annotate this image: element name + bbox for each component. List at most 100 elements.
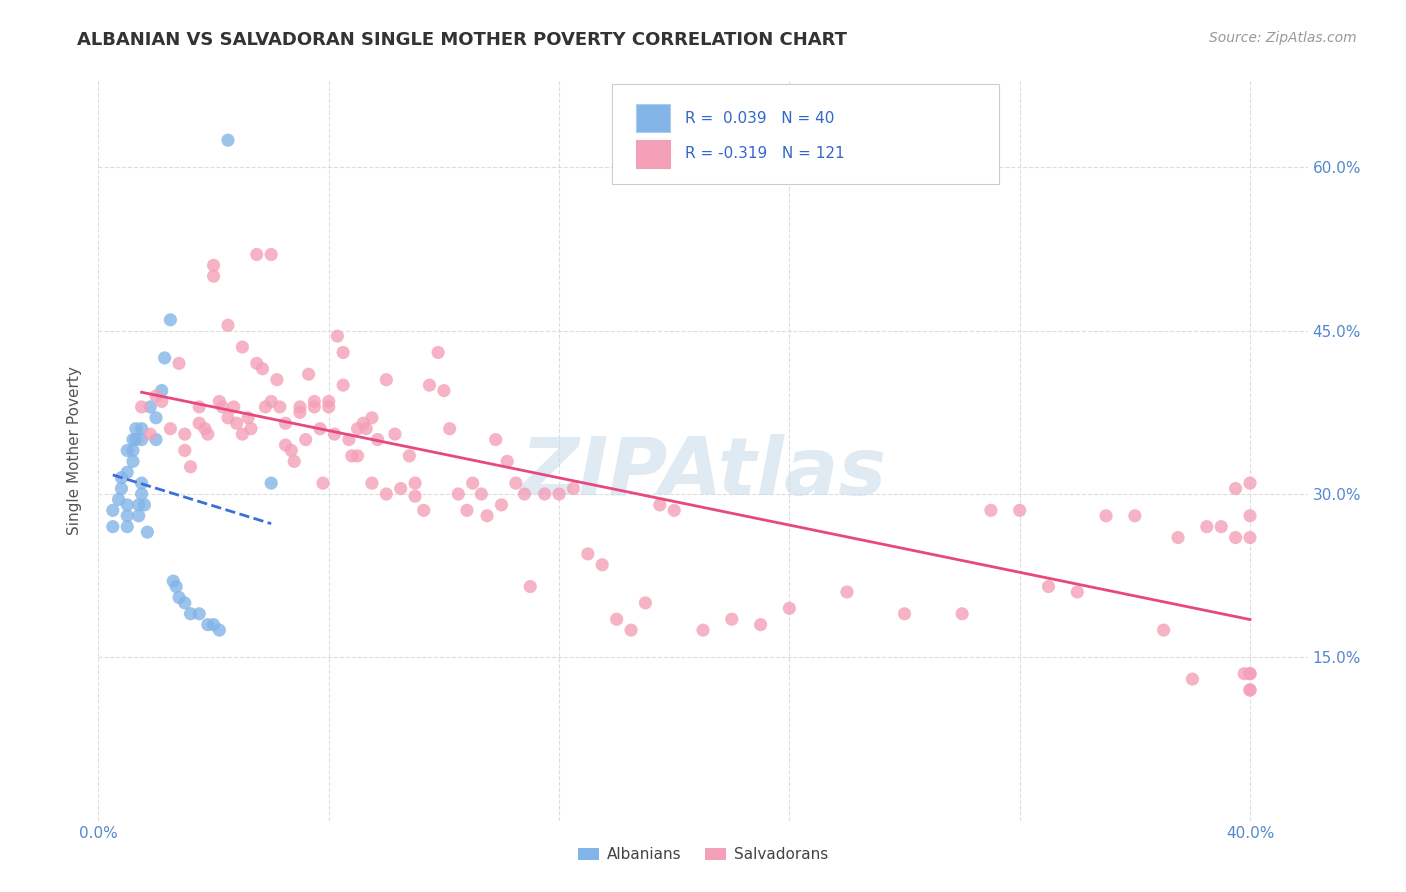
Text: Source: ZipAtlas.com: Source: ZipAtlas.com xyxy=(1209,31,1357,45)
Point xyxy=(180,607,202,621)
Point xyxy=(720,612,742,626)
Point xyxy=(361,410,384,425)
Point xyxy=(254,400,277,414)
Point xyxy=(240,422,263,436)
Point xyxy=(375,487,398,501)
Point xyxy=(398,449,420,463)
Point xyxy=(950,607,973,621)
Point xyxy=(159,422,181,436)
Text: R =  0.039   N = 40: R = 0.039 N = 40 xyxy=(685,111,834,126)
Point xyxy=(475,508,498,523)
Point xyxy=(354,422,377,436)
Point xyxy=(197,617,219,632)
Point xyxy=(125,433,148,447)
Point xyxy=(323,427,346,442)
Point xyxy=(1038,580,1060,594)
Point xyxy=(1008,503,1031,517)
Point xyxy=(173,427,195,442)
Point xyxy=(246,356,269,370)
Point xyxy=(1195,519,1218,533)
Point xyxy=(222,400,245,414)
Point xyxy=(280,443,302,458)
Point xyxy=(115,508,138,523)
Text: R = -0.319   N = 121: R = -0.319 N = 121 xyxy=(685,146,845,161)
Point xyxy=(266,373,288,387)
Point xyxy=(1095,508,1118,523)
Point xyxy=(412,503,434,517)
Point xyxy=(447,487,470,501)
Point xyxy=(274,438,297,452)
Point xyxy=(634,596,657,610)
Text: ALBANIAN VS SALVADORAN SINGLE MOTHER POVERTY CORRELATION CHART: ALBANIAN VS SALVADORAN SINGLE MOTHER POV… xyxy=(77,31,848,49)
Point xyxy=(664,503,686,517)
Point xyxy=(461,476,484,491)
Point xyxy=(533,487,555,501)
Point xyxy=(115,465,138,479)
Point xyxy=(180,459,202,474)
Point xyxy=(274,416,297,430)
Point xyxy=(576,547,599,561)
Point xyxy=(260,394,283,409)
Point xyxy=(1181,672,1204,686)
Point xyxy=(115,443,138,458)
Point xyxy=(1239,476,1261,491)
Point xyxy=(188,416,211,430)
Point xyxy=(145,389,167,403)
Point xyxy=(1239,508,1261,523)
Point xyxy=(340,449,363,463)
Point xyxy=(145,433,167,447)
Point xyxy=(1239,683,1261,698)
Point xyxy=(1066,585,1088,599)
Point xyxy=(128,498,150,512)
Point xyxy=(101,519,124,533)
Point xyxy=(835,585,858,599)
Point xyxy=(173,443,195,458)
Point xyxy=(485,433,508,447)
Point xyxy=(1211,519,1233,533)
Point xyxy=(318,394,340,409)
Point xyxy=(139,427,162,442)
Point xyxy=(260,476,283,491)
Point xyxy=(1239,531,1261,545)
Point xyxy=(165,580,187,594)
Point xyxy=(139,400,162,414)
Point xyxy=(188,607,211,621)
Point xyxy=(1167,531,1189,545)
Point xyxy=(202,269,225,284)
Point xyxy=(1225,531,1247,545)
Point xyxy=(1233,666,1256,681)
Point xyxy=(110,471,132,485)
Point xyxy=(439,422,461,436)
Point xyxy=(548,487,571,501)
Point xyxy=(188,400,211,414)
Point xyxy=(491,498,513,512)
Point xyxy=(562,482,585,496)
Point xyxy=(246,247,269,261)
Point xyxy=(318,400,340,414)
Point xyxy=(288,405,311,419)
Point xyxy=(361,476,384,491)
Point xyxy=(122,433,145,447)
Point xyxy=(217,410,239,425)
Point xyxy=(404,476,426,491)
Point xyxy=(496,454,519,468)
Point xyxy=(505,476,527,491)
Point xyxy=(332,378,354,392)
Point xyxy=(297,368,319,382)
Point xyxy=(375,373,398,387)
Point xyxy=(150,394,173,409)
Point xyxy=(778,601,800,615)
Point xyxy=(217,133,239,147)
Point xyxy=(134,498,156,512)
Point xyxy=(173,596,195,610)
Point xyxy=(217,318,239,333)
Point xyxy=(294,433,316,447)
Point xyxy=(312,476,335,491)
Point xyxy=(367,433,389,447)
Point xyxy=(620,623,643,637)
Point xyxy=(208,623,231,637)
Point xyxy=(980,503,1002,517)
Point xyxy=(131,400,153,414)
Point xyxy=(231,340,253,354)
Point xyxy=(1153,623,1175,637)
